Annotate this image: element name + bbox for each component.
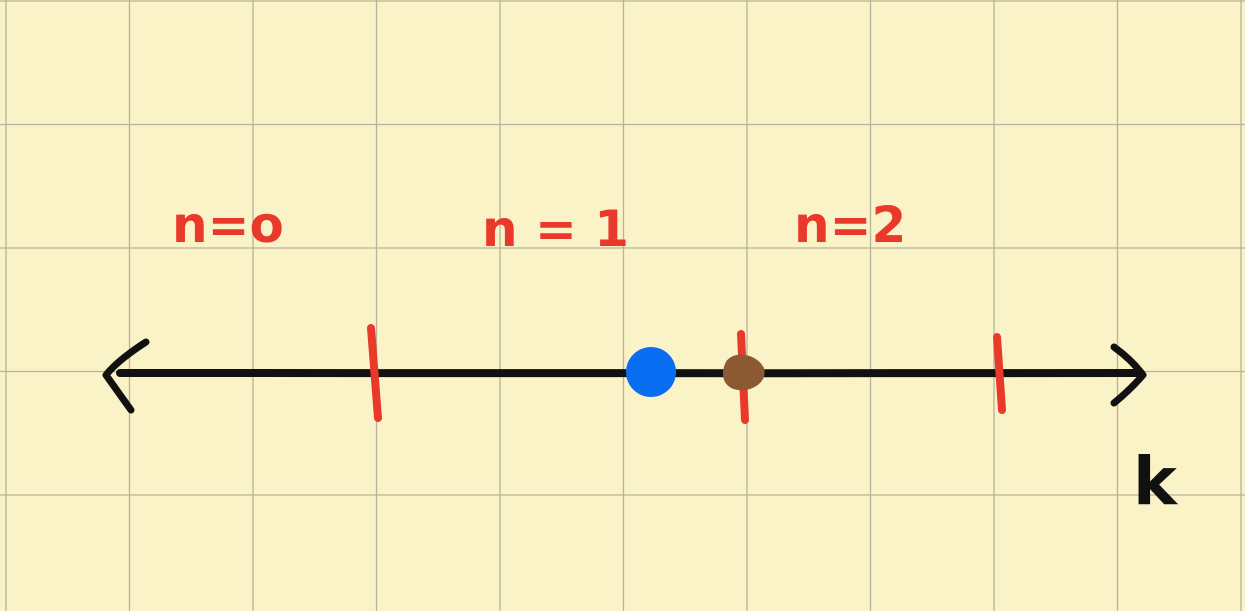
brown-point — [722, 354, 765, 391]
tick-3 — [993, 333, 1006, 414]
right-arrowhead — [1110, 343, 1147, 407]
region-label-n2: n=2 — [794, 196, 906, 254]
region-label-n1: n = 1 — [482, 200, 629, 258]
axis-variable-label: k — [1133, 443, 1179, 520]
tick-1 — [367, 324, 382, 422]
left-arrowhead — [102, 338, 150, 414]
blue-point — [626, 347, 676, 397]
region-label-n0: n=o — [172, 196, 284, 254]
